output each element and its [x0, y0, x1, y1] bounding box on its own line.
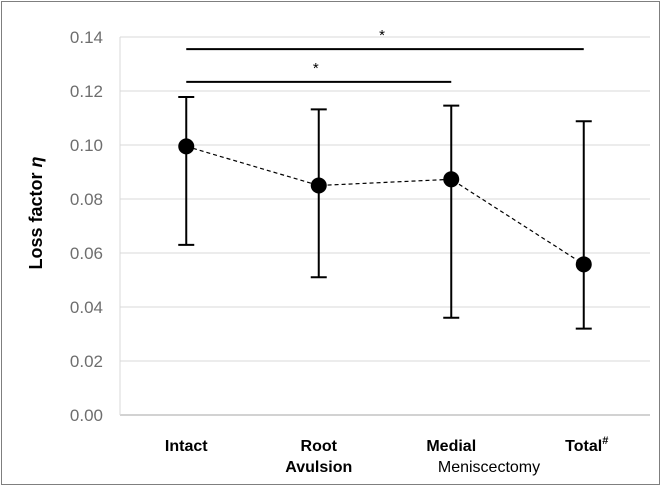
data-point [575, 256, 592, 273]
y-tick-label: 0.02 [70, 352, 103, 371]
x-category-label: Total# [565, 435, 608, 455]
y-axis-label: Loss factor η [26, 156, 46, 269]
x-category-labels: Intact Root Avulsion Medial Total# [165, 435, 608, 476]
y-tick-label: 0.04 [70, 298, 103, 317]
x-tick-label: Avulsion [285, 459, 352, 476]
series-group [178, 95, 592, 330]
x-tick-label: Medial [426, 438, 476, 455]
data-point [310, 177, 327, 194]
significance-marker: * [379, 27, 385, 44]
significance-brackets: ** [186, 27, 584, 83]
y-axis-label-group: Loss factor η [26, 156, 46, 269]
y-tick-label: 0.12 [70, 82, 103, 101]
x-category-label: Intact [165, 438, 208, 455]
y-tick-label: 0.08 [70, 190, 103, 209]
y-tick-label: 0.00 [70, 406, 103, 425]
y-tick-labels: 0.00 0.02 0.04 0.06 0.08 0.10 0.12 0.14 [70, 28, 103, 425]
data-point [443, 171, 460, 188]
x-category-label: Root Avulsion [285, 438, 352, 476]
grid-lines [119, 36, 650, 416]
x-tick-label: Total# [565, 435, 608, 455]
series-line [186, 145, 585, 265]
x-tick-label: Root [301, 438, 338, 455]
data-point [178, 138, 195, 155]
y-tick-label: 0.06 [70, 244, 103, 263]
y-tick-label: 0.10 [70, 136, 103, 155]
x-tick-label: Intact [165, 438, 208, 455]
y-tick-label: 0.14 [70, 28, 103, 47]
significance-marker: * [313, 60, 319, 77]
x-group-label: Meniscectomy [438, 459, 540, 476]
x-category-label: Medial [426, 438, 476, 455]
